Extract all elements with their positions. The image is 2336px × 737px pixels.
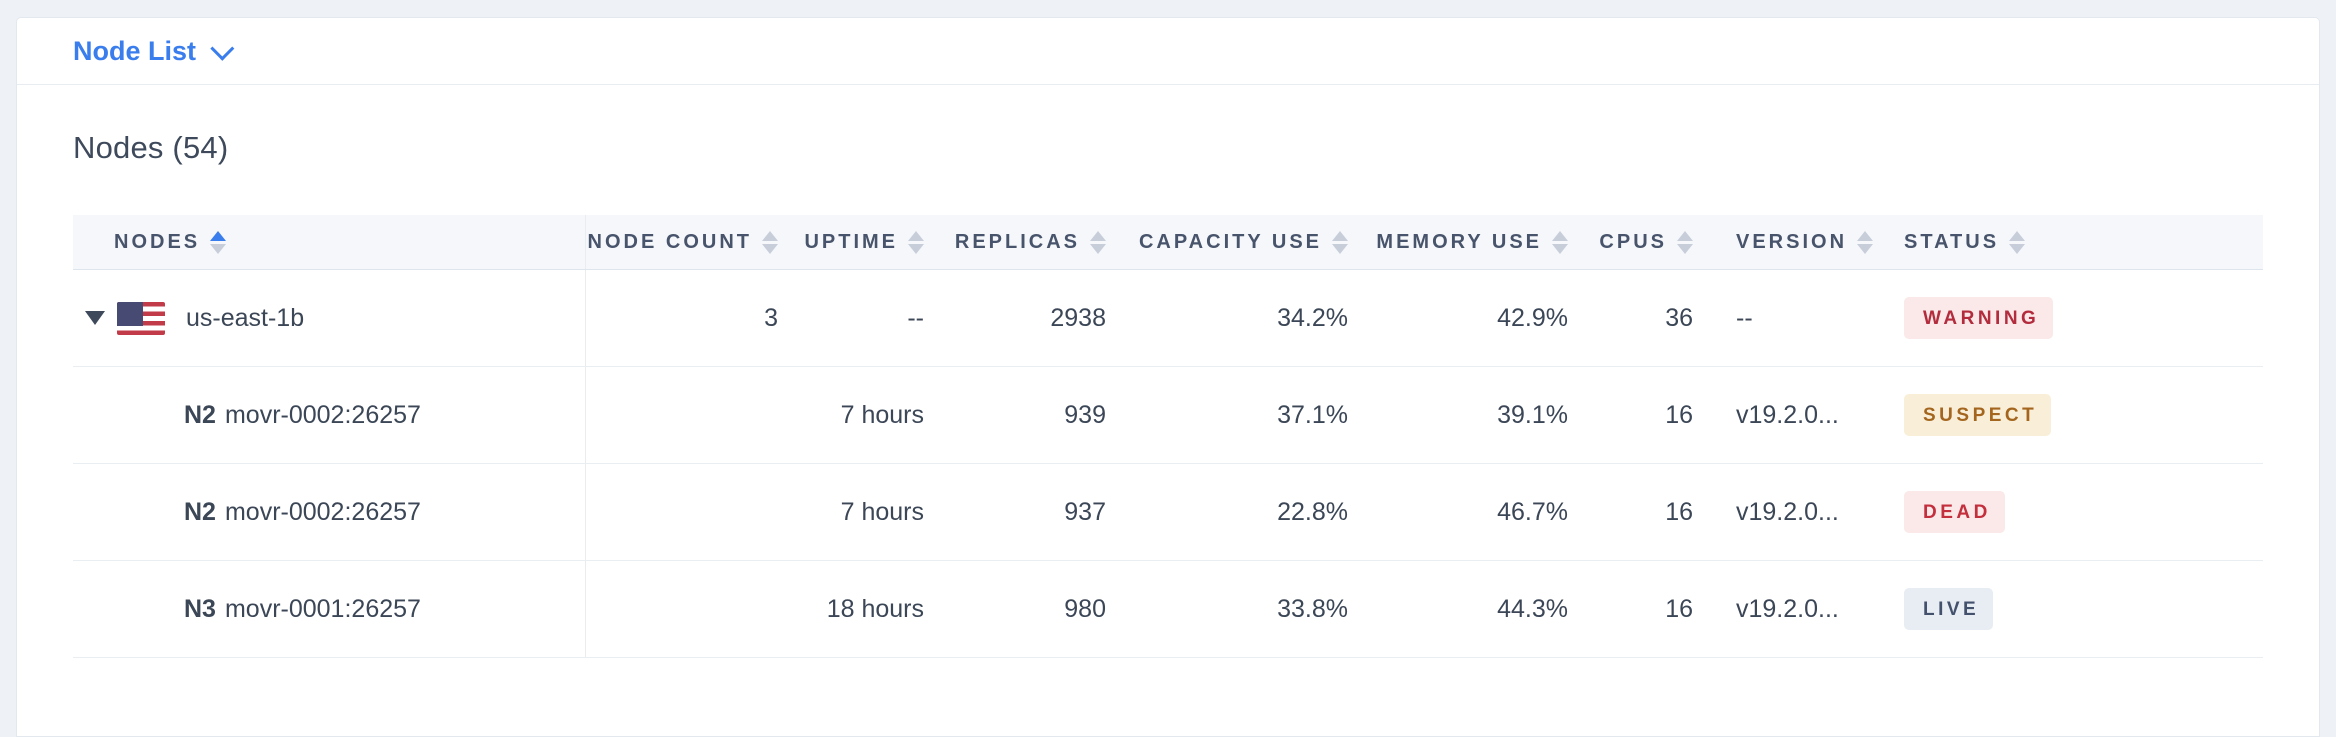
replicas-cell: 980 <box>1064 594 1106 623</box>
node-address: movr-0002:26257 <box>224 400 421 429</box>
region-name: us-east-1b <box>186 303 305 332</box>
column-header-version[interactable]: VERSION <box>1718 215 1896 269</box>
region-cell: us-east-1b <box>73 270 586 366</box>
table-row-node[interactable]: N2 movr-0002:26257 7 hours 939 37.1% 39.… <box>73 367 2263 464</box>
node-count-cell: 3 <box>764 303 778 332</box>
table-row-node[interactable]: N2 movr-0002:26257 7 hours 937 22.8% 46.… <box>73 464 2263 561</box>
capacity-use-cell: 33.8% <box>1277 594 1348 623</box>
node-id: N2 <box>184 497 216 526</box>
us-flag-icon <box>117 301 165 335</box>
version-cell: v19.2.0... <box>1736 400 1839 429</box>
memory-use-cell: 46.7% <box>1497 497 1568 526</box>
sort-icon <box>1090 230 1106 254</box>
sort-icon <box>1857 230 1874 254</box>
chevron-down-icon <box>210 36 235 61</box>
node-id: N2 <box>184 400 216 429</box>
sort-icon <box>210 230 227 254</box>
status-cell: WARNING <box>1896 297 2263 339</box>
node-list-view-dropdown[interactable]: Node List <box>73 35 235 67</box>
column-header-capacity-use[interactable]: CAPACITY USE <box>1131 215 1373 269</box>
cpus-cell: 16 <box>1665 400 1693 429</box>
memory-use-cell: 42.9% <box>1497 303 1568 332</box>
node-name-cell: N2 movr-0002:26257 <box>73 464 586 560</box>
capacity-use-cell: 34.2% <box>1277 303 1348 332</box>
capacity-use-cell: 22.8% <box>1277 497 1348 526</box>
replicas-cell: 937 <box>1064 497 1106 526</box>
node-name-cell: N2 movr-0002:26257 <box>73 367 586 463</box>
sort-icon <box>1552 230 1568 254</box>
column-header-cpus[interactable]: CPUS <box>1593 215 1718 269</box>
status-badge: LIVE <box>1904 588 1994 630</box>
sort-icon <box>2009 230 2026 254</box>
status-cell: DEAD <box>1896 491 2263 533</box>
cpus-cell: 16 <box>1665 497 1693 526</box>
memory-use-cell: 44.3% <box>1497 594 1568 623</box>
status-badge: DEAD <box>1904 491 2005 533</box>
node-address: movr-0002:26257 <box>224 497 421 526</box>
status-badge: SUSPECT <box>1904 394 2052 436</box>
nodes-table: NODES NODE COUNT UPTIME REPLICAS CAPACIT… <box>73 215 2263 658</box>
uptime-cell: -- <box>907 303 924 332</box>
table-row-node[interactable]: N3 movr-0001:26257 18 hours 980 33.8% 44… <box>73 561 2263 658</box>
node-id: N3 <box>184 594 216 623</box>
column-header-uptime[interactable]: UPTIME <box>803 215 949 269</box>
replicas-cell: 939 <box>1064 400 1106 429</box>
version-cell: -- <box>1736 303 1753 332</box>
collapse-caret-icon[interactable] <box>85 311 105 325</box>
version-cell: v19.2.0... <box>1736 497 1839 526</box>
uptime-cell: 7 hours <box>840 497 924 526</box>
node-list-card: Node List Nodes (54) NODES NODE COUNT UP… <box>16 17 2320 737</box>
node-name-cell: N3 movr-0001:26257 <box>73 561 586 657</box>
status-badge: WARNING <box>1904 297 2054 339</box>
uptime-cell: 18 hours <box>826 594 924 623</box>
table-header-row: NODES NODE COUNT UPTIME REPLICAS CAPACIT… <box>73 215 2263 270</box>
view-dropdown-label: Node List <box>73 35 197 66</box>
page-title: Nodes (54) <box>73 130 229 165</box>
column-header-nodes[interactable]: NODES <box>73 215 586 269</box>
column-header-node-count[interactable]: NODE COUNT <box>586 215 803 269</box>
status-cell: LIVE <box>1896 588 2263 630</box>
card-content: Nodes (54) NODES NODE COUNT UPTIME REPLI… <box>17 127 2319 658</box>
uptime-cell: 7 hours <box>840 400 924 429</box>
sort-icon <box>1677 230 1693 254</box>
sort-icon <box>908 230 924 254</box>
replicas-cell: 2938 <box>1050 303 1106 332</box>
table-row-region[interactable]: us-east-1b 3 -- 2938 34.2% 42.9% 36 -- W… <box>73 270 2263 367</box>
node-address: movr-0001:26257 <box>224 594 421 623</box>
cpus-cell: 36 <box>1665 303 1693 332</box>
column-header-replicas[interactable]: REPLICAS <box>949 215 1131 269</box>
column-header-memory-use[interactable]: MEMORY USE <box>1373 215 1593 269</box>
memory-use-cell: 39.1% <box>1497 400 1568 429</box>
column-header-status[interactable]: STATUS <box>1896 215 2263 269</box>
cpus-cell: 16 <box>1665 594 1693 623</box>
status-cell: SUSPECT <box>1896 394 2263 436</box>
version-cell: v19.2.0... <box>1736 594 1839 623</box>
sort-icon <box>762 230 778 254</box>
sort-icon <box>1332 230 1348 254</box>
capacity-use-cell: 37.1% <box>1277 400 1348 429</box>
card-header: Node List <box>17 18 2319 85</box>
